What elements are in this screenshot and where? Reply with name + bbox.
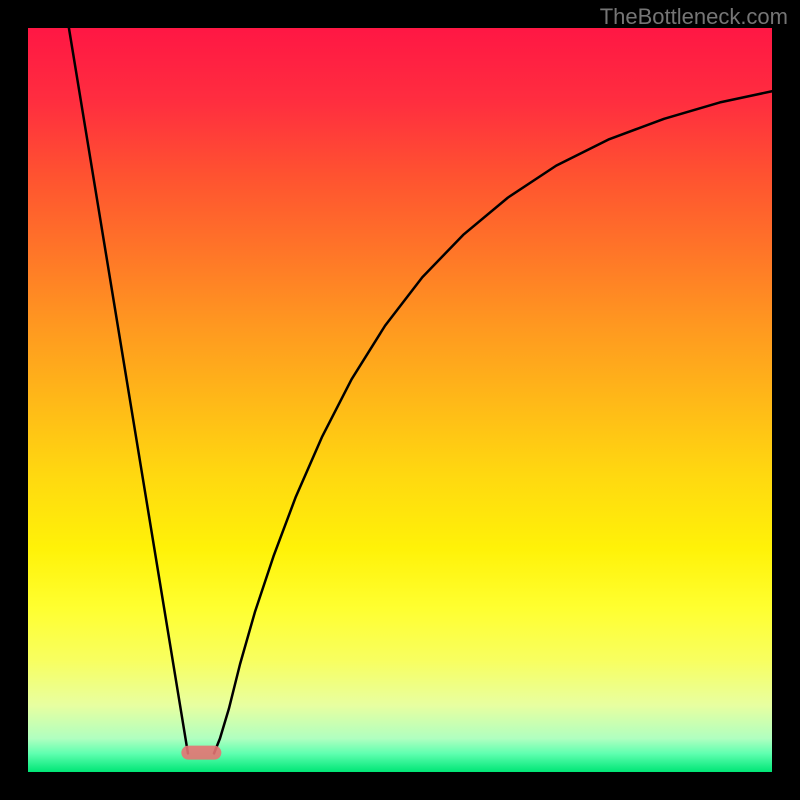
bottleneck-chart <box>0 0 800 800</box>
gradient-background <box>28 28 772 772</box>
watermark-text: TheBottleneck.com <box>600 4 788 30</box>
minimum-marker <box>181 746 221 760</box>
chart-container: TheBottleneck.com <box>0 0 800 800</box>
